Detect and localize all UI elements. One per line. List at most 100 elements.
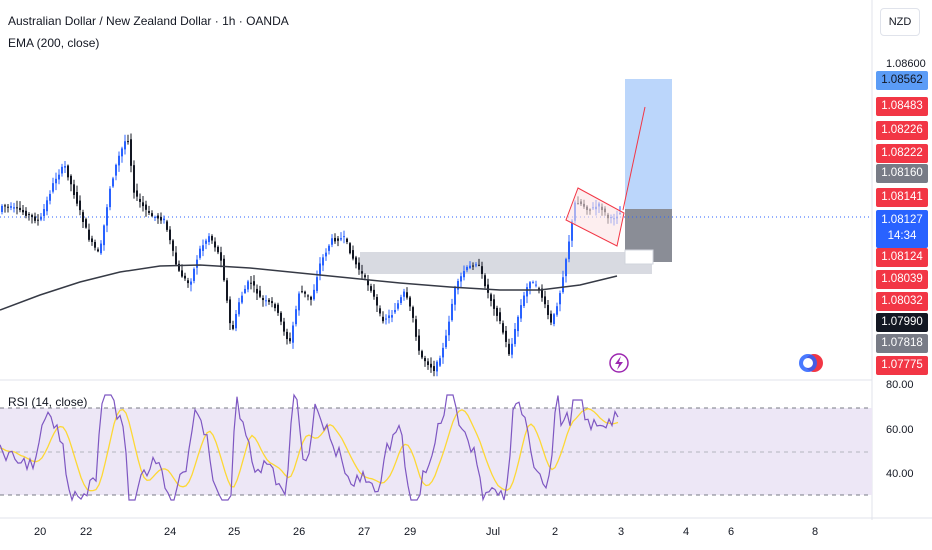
candle	[517, 315, 519, 337]
candle	[418, 329, 420, 355]
price-tag: 1.08039	[876, 270, 928, 289]
candle	[391, 309, 393, 323]
candle	[64, 160, 66, 174]
candle	[376, 294, 378, 313]
candle	[37, 214, 39, 226]
rsi-label[interactable]: RSI (14, close)	[8, 395, 88, 409]
candle	[388, 309, 390, 324]
candle	[247, 279, 249, 293]
candle	[154, 215, 156, 222]
candle	[124, 134, 126, 155]
candle	[430, 357, 432, 373]
candle	[199, 245, 201, 260]
candle	[22, 204, 24, 215]
candle	[568, 235, 570, 263]
candle	[241, 291, 243, 305]
candle	[295, 305, 297, 327]
candle	[163, 215, 165, 224]
candle	[544, 290, 546, 309]
candle	[133, 160, 135, 199]
candle	[82, 209, 84, 228]
support-zone[interactable]	[360, 252, 652, 274]
candle	[484, 273, 486, 289]
candle	[202, 239, 204, 257]
candle	[13, 202, 15, 213]
candle	[205, 238, 207, 250]
candle	[367, 274, 369, 291]
time-axis-label: Jul	[486, 526, 501, 538]
price-tag: 1.08226	[876, 121, 928, 140]
price-tag: 1.08141	[876, 188, 928, 207]
time-axis-label: 4	[683, 526, 690, 538]
candle	[286, 328, 288, 345]
time-axis-label: 26	[293, 526, 306, 538]
candle	[253, 275, 255, 293]
candle	[385, 314, 387, 325]
candle	[307, 294, 309, 301]
candle	[214, 237, 216, 252]
candle	[232, 320, 234, 331]
candle	[217, 245, 219, 255]
candle	[424, 355, 426, 367]
candle	[451, 298, 453, 322]
lightning-event-icon[interactable]	[609, 353, 629, 373]
candle	[373, 284, 375, 300]
candle	[337, 235, 339, 247]
candle	[433, 360, 435, 377]
indicator-label[interactable]: EMA (200, close)	[8, 36, 100, 50]
price-axis-top-label: 1.08600	[886, 58, 926, 70]
candle	[445, 329, 447, 349]
time-axis-label: 6	[728, 526, 735, 538]
candle	[130, 133, 132, 173]
rsi-ma-line	[0, 407, 619, 492]
time-axis-label: 8	[812, 526, 819, 538]
candle	[358, 257, 360, 275]
candle	[472, 262, 474, 270]
candle	[97, 247, 99, 253]
price-tag: 1.07775	[876, 356, 928, 375]
candle	[226, 277, 228, 304]
candle	[436, 360, 438, 377]
candle	[343, 230, 345, 244]
candle	[145, 200, 147, 217]
candle	[58, 169, 60, 185]
candle	[85, 217, 87, 229]
candle	[112, 176, 114, 188]
support-zone-small	[624, 249, 654, 265]
candle	[52, 177, 54, 194]
candle	[415, 315, 417, 341]
rsi-level-40: 40.00	[886, 468, 914, 480]
candle	[547, 299, 549, 320]
candle	[334, 233, 336, 244]
candle	[73, 179, 75, 199]
candle	[16, 200, 18, 215]
candle	[55, 172, 57, 191]
candle	[220, 246, 222, 268]
candle	[148, 205, 150, 215]
time-axis-label: 22	[80, 526, 93, 538]
rsi-level-80: 80.00	[886, 379, 914, 391]
candle	[502, 320, 504, 335]
candle	[535, 280, 537, 288]
candle	[409, 295, 411, 311]
candle	[256, 284, 258, 300]
currency-button[interactable]: NZD	[880, 8, 920, 36]
candle	[322, 254, 324, 272]
candle	[541, 284, 543, 302]
time-axis-label: 24	[164, 526, 177, 538]
rsi-line	[0, 393, 619, 502]
candle	[394, 303, 396, 314]
flag-channel[interactable]	[565, 187, 625, 247]
candle	[91, 235, 93, 246]
flag-event-icon[interactable]	[799, 354, 823, 372]
candle	[208, 233, 210, 246]
target-zone[interactable]	[625, 79, 672, 209]
candle	[349, 242, 351, 255]
candle	[532, 280, 534, 284]
candle	[274, 302, 276, 312]
candle	[4, 203, 6, 213]
candle	[460, 272, 462, 288]
candle	[46, 196, 48, 216]
candle	[136, 183, 138, 201]
